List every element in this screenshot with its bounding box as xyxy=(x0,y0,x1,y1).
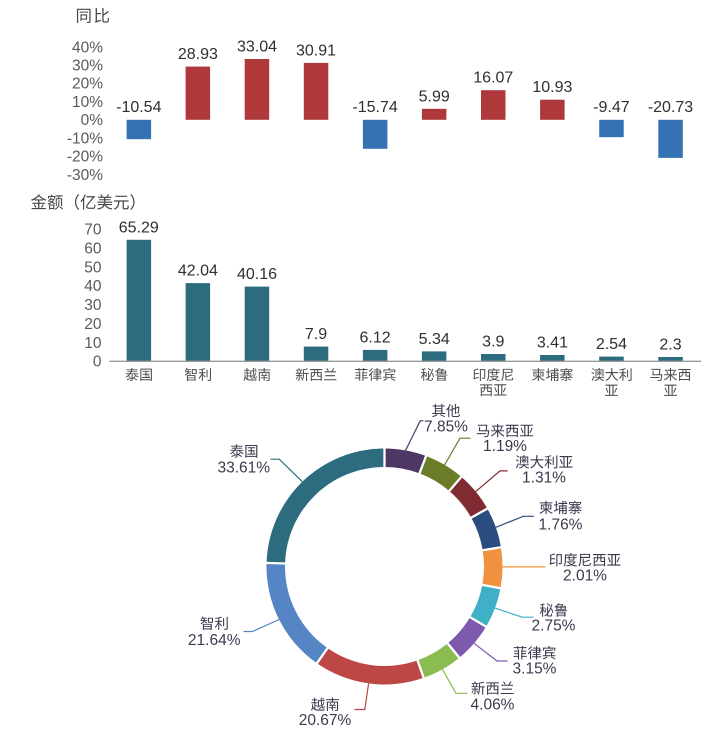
svg-text:20%: 20% xyxy=(72,76,103,93)
svg-text:42.04: 42.04 xyxy=(178,263,218,280)
svg-text:5.34: 5.34 xyxy=(419,331,450,348)
svg-text:10: 10 xyxy=(84,335,102,352)
svg-text:6.12: 6.12 xyxy=(360,329,391,346)
svg-text:30.91: 30.91 xyxy=(296,42,336,59)
svg-text:2.75%: 2.75% xyxy=(532,617,576,634)
svg-text:20: 20 xyxy=(84,316,102,333)
svg-text:50: 50 xyxy=(84,259,102,276)
svg-text:33.04: 33.04 xyxy=(237,39,277,56)
svg-text:70: 70 xyxy=(84,222,102,239)
svg-text:40: 40 xyxy=(84,278,102,295)
svg-text:7.85%: 7.85% xyxy=(424,418,468,435)
svg-text:1.19%: 1.19% xyxy=(483,438,527,455)
svg-text:3.41: 3.41 xyxy=(537,335,568,352)
svg-text:-10.54: -10.54 xyxy=(116,99,161,116)
svg-text:21.64%: 21.64% xyxy=(188,632,241,649)
svg-text:16.07: 16.07 xyxy=(473,70,513,87)
svg-text:2.54: 2.54 xyxy=(596,336,627,353)
svg-text:60: 60 xyxy=(84,241,102,258)
svg-text:10%: 10% xyxy=(72,94,103,111)
svg-text:-30%: -30% xyxy=(67,167,103,184)
svg-text:1.76%: 1.76% xyxy=(539,516,583,533)
svg-text:3.9: 3.9 xyxy=(482,334,504,351)
svg-text:30: 30 xyxy=(84,297,102,314)
svg-text:65.29: 65.29 xyxy=(119,219,159,236)
svg-text:-20%: -20% xyxy=(67,149,103,166)
svg-text:33.61%: 33.61% xyxy=(218,460,271,477)
svg-text:-20.73: -20.73 xyxy=(648,99,693,116)
svg-text:3.15%: 3.15% xyxy=(513,661,557,678)
svg-text:0: 0 xyxy=(93,354,102,371)
svg-text:7.9: 7.9 xyxy=(305,326,327,343)
svg-text:30%: 30% xyxy=(72,58,103,75)
svg-text:28.93: 28.93 xyxy=(178,46,218,63)
svg-text:-9.47: -9.47 xyxy=(593,99,630,116)
svg-text:20.67%: 20.67% xyxy=(299,712,352,729)
svg-text:40.16: 40.16 xyxy=(237,266,277,283)
svg-text:1.31%: 1.31% xyxy=(522,470,566,487)
svg-text:2.3: 2.3 xyxy=(659,337,681,354)
svg-text:-10%: -10% xyxy=(67,130,103,147)
svg-text:5.99: 5.99 xyxy=(419,88,450,105)
svg-text:10.93: 10.93 xyxy=(532,79,572,96)
svg-text:-15.74: -15.74 xyxy=(352,99,397,116)
svg-text:4.06%: 4.06% xyxy=(471,696,515,713)
svg-text:40%: 40% xyxy=(72,39,103,56)
svg-text:2.01%: 2.01% xyxy=(563,568,607,585)
svg-text:0%: 0% xyxy=(81,112,104,129)
